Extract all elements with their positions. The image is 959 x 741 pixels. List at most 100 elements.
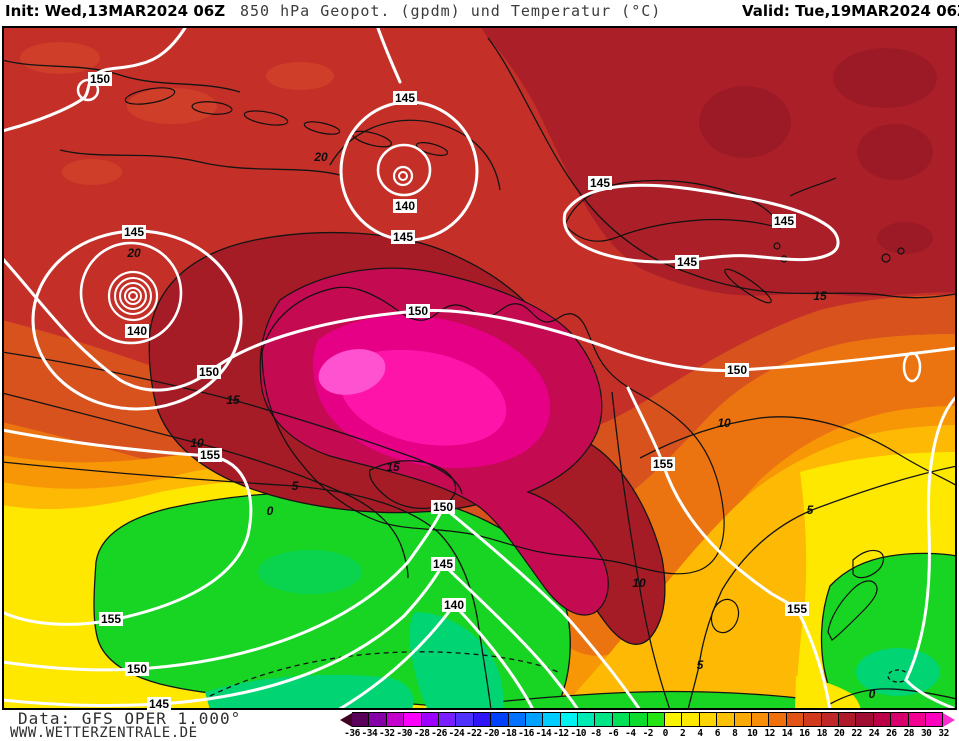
colorbar-cell	[838, 712, 857, 727]
geopotential-label: 140	[441, 598, 467, 612]
colorbar-tick-label: -32	[378, 728, 395, 739]
init-timestamp: Init: Wed,13MAR2024 06Z	[5, 2, 226, 20]
temperature-label: 20	[314, 150, 328, 164]
geopotential-label: 150	[124, 662, 150, 676]
geopotential-label: 145	[587, 176, 613, 190]
colorbar-cell	[491, 712, 509, 727]
geopotential-label: 150	[430, 500, 456, 514]
colorbar-tick-label: 10	[746, 728, 758, 739]
colorbar-tick-label: -34	[361, 728, 378, 739]
colorbar-tick-label: 0	[662, 728, 669, 739]
colorbar-tick-label: 26	[886, 728, 897, 739]
temperature-label: 15	[226, 393, 240, 407]
geopotential-label: 155	[784, 602, 810, 616]
colorbar-tick-label: -16	[518, 728, 534, 739]
geopotential-label: 145	[674, 255, 700, 269]
geopotential-label: 150	[87, 72, 113, 86]
temperature-label: 0	[266, 504, 274, 518]
colorbar-cell	[804, 712, 822, 727]
geopotential-label: 150	[405, 304, 431, 318]
colorbar-cell	[734, 712, 752, 727]
colorbar-tick-label: -26	[431, 728, 447, 739]
colorbar-cell	[543, 712, 561, 727]
temperature-label: 20	[127, 246, 141, 260]
colorbar-tick-label: 8	[732, 728, 738, 739]
colorbar-tick-label: 22	[851, 728, 862, 739]
chart-title: 850 hPa Geopot. (gpdm) und Temperatur (°…	[240, 2, 662, 20]
colorbar-tick-label: -6	[607, 728, 619, 739]
colorbar-cell	[369, 712, 387, 727]
colorbar-cell	[647, 712, 666, 727]
colorbar-cell	[473, 712, 492, 727]
colorbar-cell	[682, 712, 700, 727]
colorbar-tick-label: 16	[799, 728, 810, 739]
temperature-label: 5	[806, 503, 814, 517]
geopotential-label: 145	[146, 697, 172, 711]
colorbar-cell	[612, 712, 631, 727]
colorbar-right-arrow	[943, 712, 956, 727]
colorbar-cell	[856, 712, 874, 727]
colorbar-cell	[908, 712, 926, 727]
colorbar-tick-label: -8	[590, 728, 601, 739]
geopotential-label: 145	[392, 91, 418, 105]
colorbar-cell	[769, 712, 787, 727]
geopotential-label: 155	[98, 612, 124, 626]
colorbar-tick-label: 14	[781, 728, 793, 739]
colorbar-cell	[595, 712, 613, 727]
colorbar-tick-label: -18	[500, 728, 517, 739]
colorbar-cell	[386, 712, 405, 727]
colorbar-tick-label: 2	[679, 728, 686, 739]
geopotential-label: 155	[197, 448, 223, 462]
colorbar-cell	[421, 712, 439, 727]
temperature-label: 15	[813, 289, 827, 303]
geopotential-label: 155	[650, 457, 676, 471]
colorbar-cell	[699, 712, 718, 727]
colorbar-tick-label: -22	[465, 728, 482, 739]
geopotential-label: 140	[392, 199, 418, 213]
colorbar-cell	[352, 712, 370, 727]
colorbar-tick-label: -14	[535, 728, 552, 739]
colorbar-cell	[821, 712, 839, 727]
geopotential-label: 150	[724, 363, 750, 377]
colorbar-cell	[630, 712, 648, 727]
colorbar-cell	[717, 712, 735, 727]
colorbar-tick-label: -30	[396, 728, 413, 739]
geopotential-label: 145	[771, 214, 797, 228]
colorbar-cell	[560, 712, 579, 727]
geopotential-label: 145	[121, 225, 147, 239]
temperature-label: 10	[717, 416, 731, 430]
colorbar-labels: -36 -34 -32 -30 -28 -26 -24 -22 -20 -18 -16 -14 -12-…	[0, 727, 959, 740]
colorbar-tick-label: 6	[714, 728, 721, 739]
colorbar-tick-label: 30	[920, 728, 932, 739]
data-source-text: Data: GFS OPER 1.000°	[18, 709, 242, 728]
colorbar-tick-label: 18	[816, 728, 828, 739]
colorbar-tick-label: -28	[413, 728, 430, 739]
temperature-label: 5	[696, 658, 704, 672]
website-text: WWW.WETTERZENTRALE.DE	[10, 725, 198, 741]
colorbar-cell	[891, 712, 909, 727]
colorbar-cell	[456, 712, 474, 727]
colorbar-tick-label: 4	[697, 728, 703, 739]
colorbar-tick-label: -2	[642, 728, 654, 739]
colorbar-tick-label: -20	[483, 728, 500, 739]
colorbar-tick-label: 20	[833, 728, 845, 739]
colorbar-tick-label: 24	[868, 728, 880, 739]
colorbar-cell	[578, 712, 596, 727]
temperature-label: 10	[190, 436, 204, 450]
colorbar-left-arrow	[340, 712, 352, 727]
colorbar-cell	[404, 712, 422, 727]
colorbar-cell	[508, 712, 526, 727]
colorbar-tick-label: -24	[448, 728, 465, 739]
colorbar-tick-label: -4	[625, 728, 636, 739]
geopotential-label: 150	[196, 365, 222, 379]
temperature-label: 15	[386, 460, 400, 474]
colorbar-tick-label: -12	[552, 728, 569, 739]
colorbar-cell	[438, 712, 457, 727]
colorbar-cell	[873, 712, 892, 727]
temperature-label: 0	[868, 687, 876, 701]
temperature-label: 5	[291, 479, 299, 493]
map-border	[2, 26, 957, 710]
colorbar-tick-label: 28	[903, 728, 915, 739]
